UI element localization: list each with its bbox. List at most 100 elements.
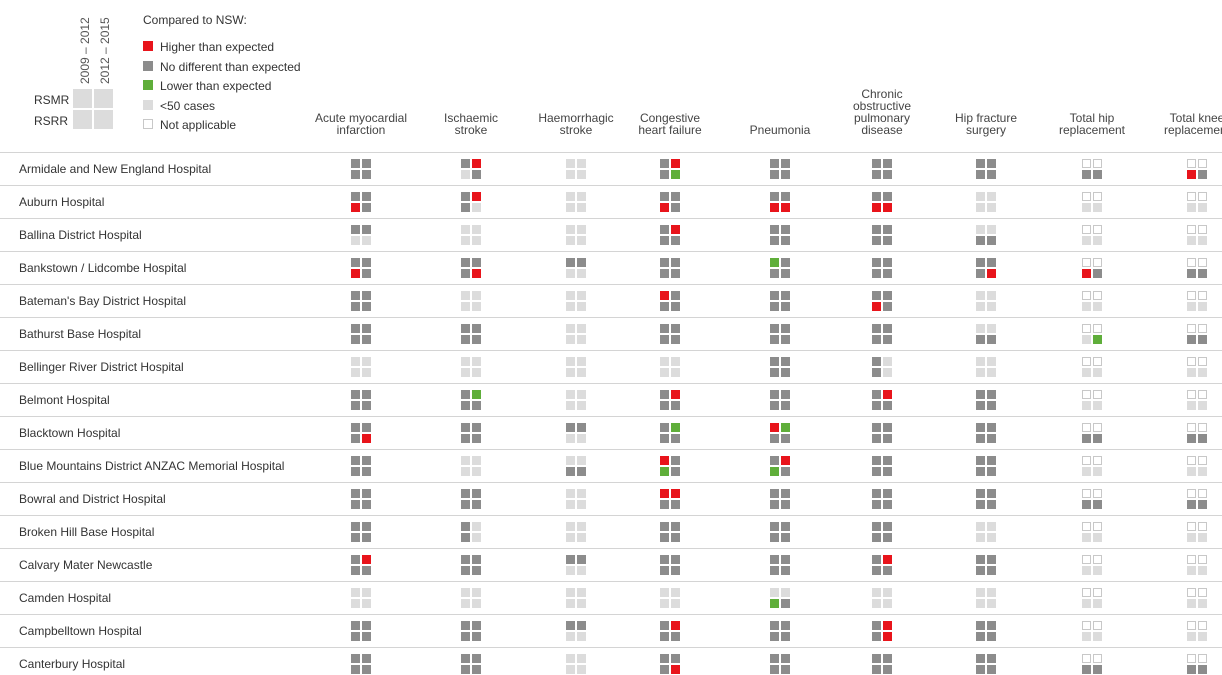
column-header: Congestive heart failure — [638, 111, 702, 137]
status-square — [987, 158, 996, 168]
status-square — [660, 224, 669, 234]
status-square — [976, 532, 985, 542]
status-square — [660, 323, 669, 333]
status-square — [883, 598, 892, 608]
status-square — [577, 620, 586, 630]
status-square — [1082, 488, 1091, 498]
status-square — [351, 499, 360, 509]
status-square — [362, 664, 371, 674]
status-square — [883, 620, 892, 630]
status-square — [472, 664, 481, 674]
status-square — [1198, 158, 1207, 168]
status-square — [577, 565, 586, 575]
status-square — [461, 169, 470, 179]
status-square — [472, 367, 481, 377]
status-square — [976, 598, 985, 608]
status-square — [472, 554, 481, 564]
status-square — [872, 224, 881, 234]
status-square — [987, 356, 996, 366]
row-divider — [0, 581, 1222, 582]
status-square — [987, 554, 996, 564]
status-square — [577, 532, 586, 542]
status-square — [362, 235, 371, 245]
status-square — [883, 290, 892, 300]
status-square — [781, 301, 790, 311]
status-square — [362, 290, 371, 300]
status-square — [883, 191, 892, 201]
status-square — [362, 334, 371, 344]
status-square — [461, 235, 470, 245]
status-square — [1093, 554, 1102, 564]
status-square — [781, 367, 790, 377]
status-square — [1082, 554, 1091, 564]
status-square — [770, 587, 779, 597]
status-square — [577, 367, 586, 377]
row-divider — [0, 350, 1222, 351]
status-square — [461, 664, 470, 674]
status-square — [1187, 653, 1196, 663]
status-square — [883, 400, 892, 410]
status-square — [362, 455, 371, 465]
status-square — [781, 488, 790, 498]
status-square — [660, 488, 669, 498]
status-square — [577, 169, 586, 179]
status-square — [770, 301, 779, 311]
status-square — [1093, 257, 1102, 267]
status-square — [781, 323, 790, 333]
status-square — [671, 367, 680, 377]
status-square — [577, 323, 586, 333]
status-square — [362, 191, 371, 201]
status-square — [987, 334, 996, 344]
status-square — [461, 433, 470, 443]
status-square — [987, 565, 996, 575]
status-square — [1198, 466, 1207, 476]
status-square — [671, 268, 680, 278]
hospital-name: Calvary Mater Newcastle — [19, 557, 153, 572]
status-square — [1198, 422, 1207, 432]
status-square — [671, 466, 680, 476]
status-square — [671, 565, 680, 575]
status-square — [1082, 268, 1091, 278]
status-square — [1082, 224, 1091, 234]
status-square — [987, 653, 996, 663]
status-square — [976, 367, 985, 377]
status-square — [461, 499, 470, 509]
status-square — [1187, 422, 1196, 432]
status-square — [671, 224, 680, 234]
status-square — [1093, 455, 1102, 465]
status-square — [1093, 631, 1102, 641]
status-square — [660, 202, 669, 212]
legend-label: Not applicable — [160, 118, 237, 132]
status-square — [1187, 169, 1196, 179]
status-square — [577, 521, 586, 531]
status-square — [781, 466, 790, 476]
status-square — [1198, 224, 1207, 234]
status-square — [781, 598, 790, 608]
status-square — [566, 235, 575, 245]
status-square — [461, 257, 470, 267]
status-square — [461, 191, 470, 201]
status-square — [472, 466, 481, 476]
column-header: Haemorrhagic stroke — [538, 111, 614, 137]
status-square — [577, 224, 586, 234]
status-square — [976, 653, 985, 663]
status-square — [362, 532, 371, 542]
status-square — [461, 389, 470, 399]
status-square — [577, 587, 586, 597]
status-square — [976, 235, 985, 245]
status-square — [987, 257, 996, 267]
status-square — [781, 389, 790, 399]
status-square — [362, 521, 371, 531]
status-square — [987, 389, 996, 399]
status-square — [461, 400, 470, 410]
status-square — [976, 631, 985, 641]
status-square — [781, 356, 790, 366]
status-square — [472, 323, 481, 333]
status-square — [566, 488, 575, 498]
status-square — [461, 367, 470, 377]
status-square — [1093, 587, 1102, 597]
row-divider — [0, 284, 1222, 285]
status-square — [976, 202, 985, 212]
status-square — [883, 224, 892, 234]
